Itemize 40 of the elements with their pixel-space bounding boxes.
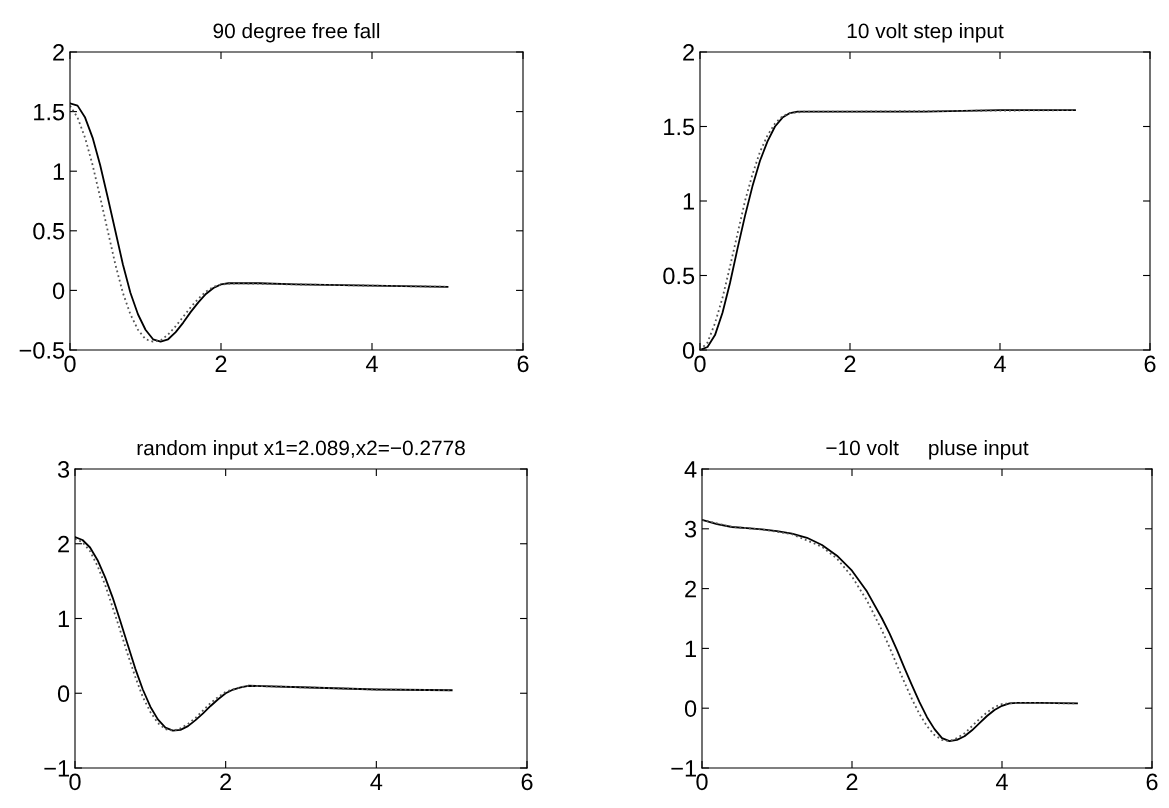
chart-title: 10 volt step input <box>847 23 1004 43</box>
y-tick-label: 0.5 <box>663 267 695 285</box>
y-tick-label: −0.5 <box>19 342 65 359</box>
chart-title: random input x1=2.089,x2=−0.2778 <box>137 440 465 460</box>
y-tick-label: 4 <box>684 461 697 478</box>
y-tick-label: 1.5 <box>664 118 695 136</box>
y-tick-label: 2 <box>58 535 69 553</box>
x-tick-label: 0 <box>696 773 708 791</box>
y-tick-label: 0 <box>682 342 695 359</box>
y-tick-label: 2 <box>53 44 64 61</box>
y-tick-label: 0 <box>52 282 65 300</box>
x-tick-label: 4 <box>993 355 1006 372</box>
x-tick-label: 6 <box>1144 355 1156 373</box>
x-tick-label: 2 <box>846 773 858 790</box>
y-tick-label: 1 <box>53 163 64 180</box>
y-tick-label: 0 <box>684 700 697 717</box>
y-tick-label: 2 <box>685 580 696 598</box>
y-tick-label: 3 <box>684 520 697 538</box>
x-tick-label: 6 <box>521 773 533 791</box>
y-tick-label: 1 <box>58 610 69 628</box>
x-tick-label: 2 <box>215 355 227 372</box>
chart-title: 90 degree free fall <box>213 23 380 43</box>
x-tick-label: 4 <box>370 773 383 790</box>
x-tick-label: 4 <box>365 355 378 372</box>
x-tick-label: 0 <box>69 773 81 791</box>
y-tick-label: 3 <box>57 461 70 478</box>
y-tick-label: 0.5 <box>33 222 65 240</box>
x-tick-label: 6 <box>517 355 529 373</box>
y-tick-label: −1 <box>671 760 696 777</box>
x-tick-label: 2 <box>844 355 856 372</box>
y-tick-label: −1 <box>44 760 69 777</box>
x-tick-label: 6 <box>1146 773 1158 791</box>
y-tick-label: 0 <box>57 685 70 703</box>
y-tick-label: 1 <box>685 640 696 657</box>
y-tick-label: 1.5 <box>34 103 65 121</box>
x-tick-label: 2 <box>220 773 232 790</box>
chart-title: −10 volt pluse input <box>826 440 1029 460</box>
y-tick-label: 1 <box>683 193 694 210</box>
x-tick-label: 4 <box>995 773 1008 790</box>
y-tick-label: 2 <box>683 44 694 61</box>
